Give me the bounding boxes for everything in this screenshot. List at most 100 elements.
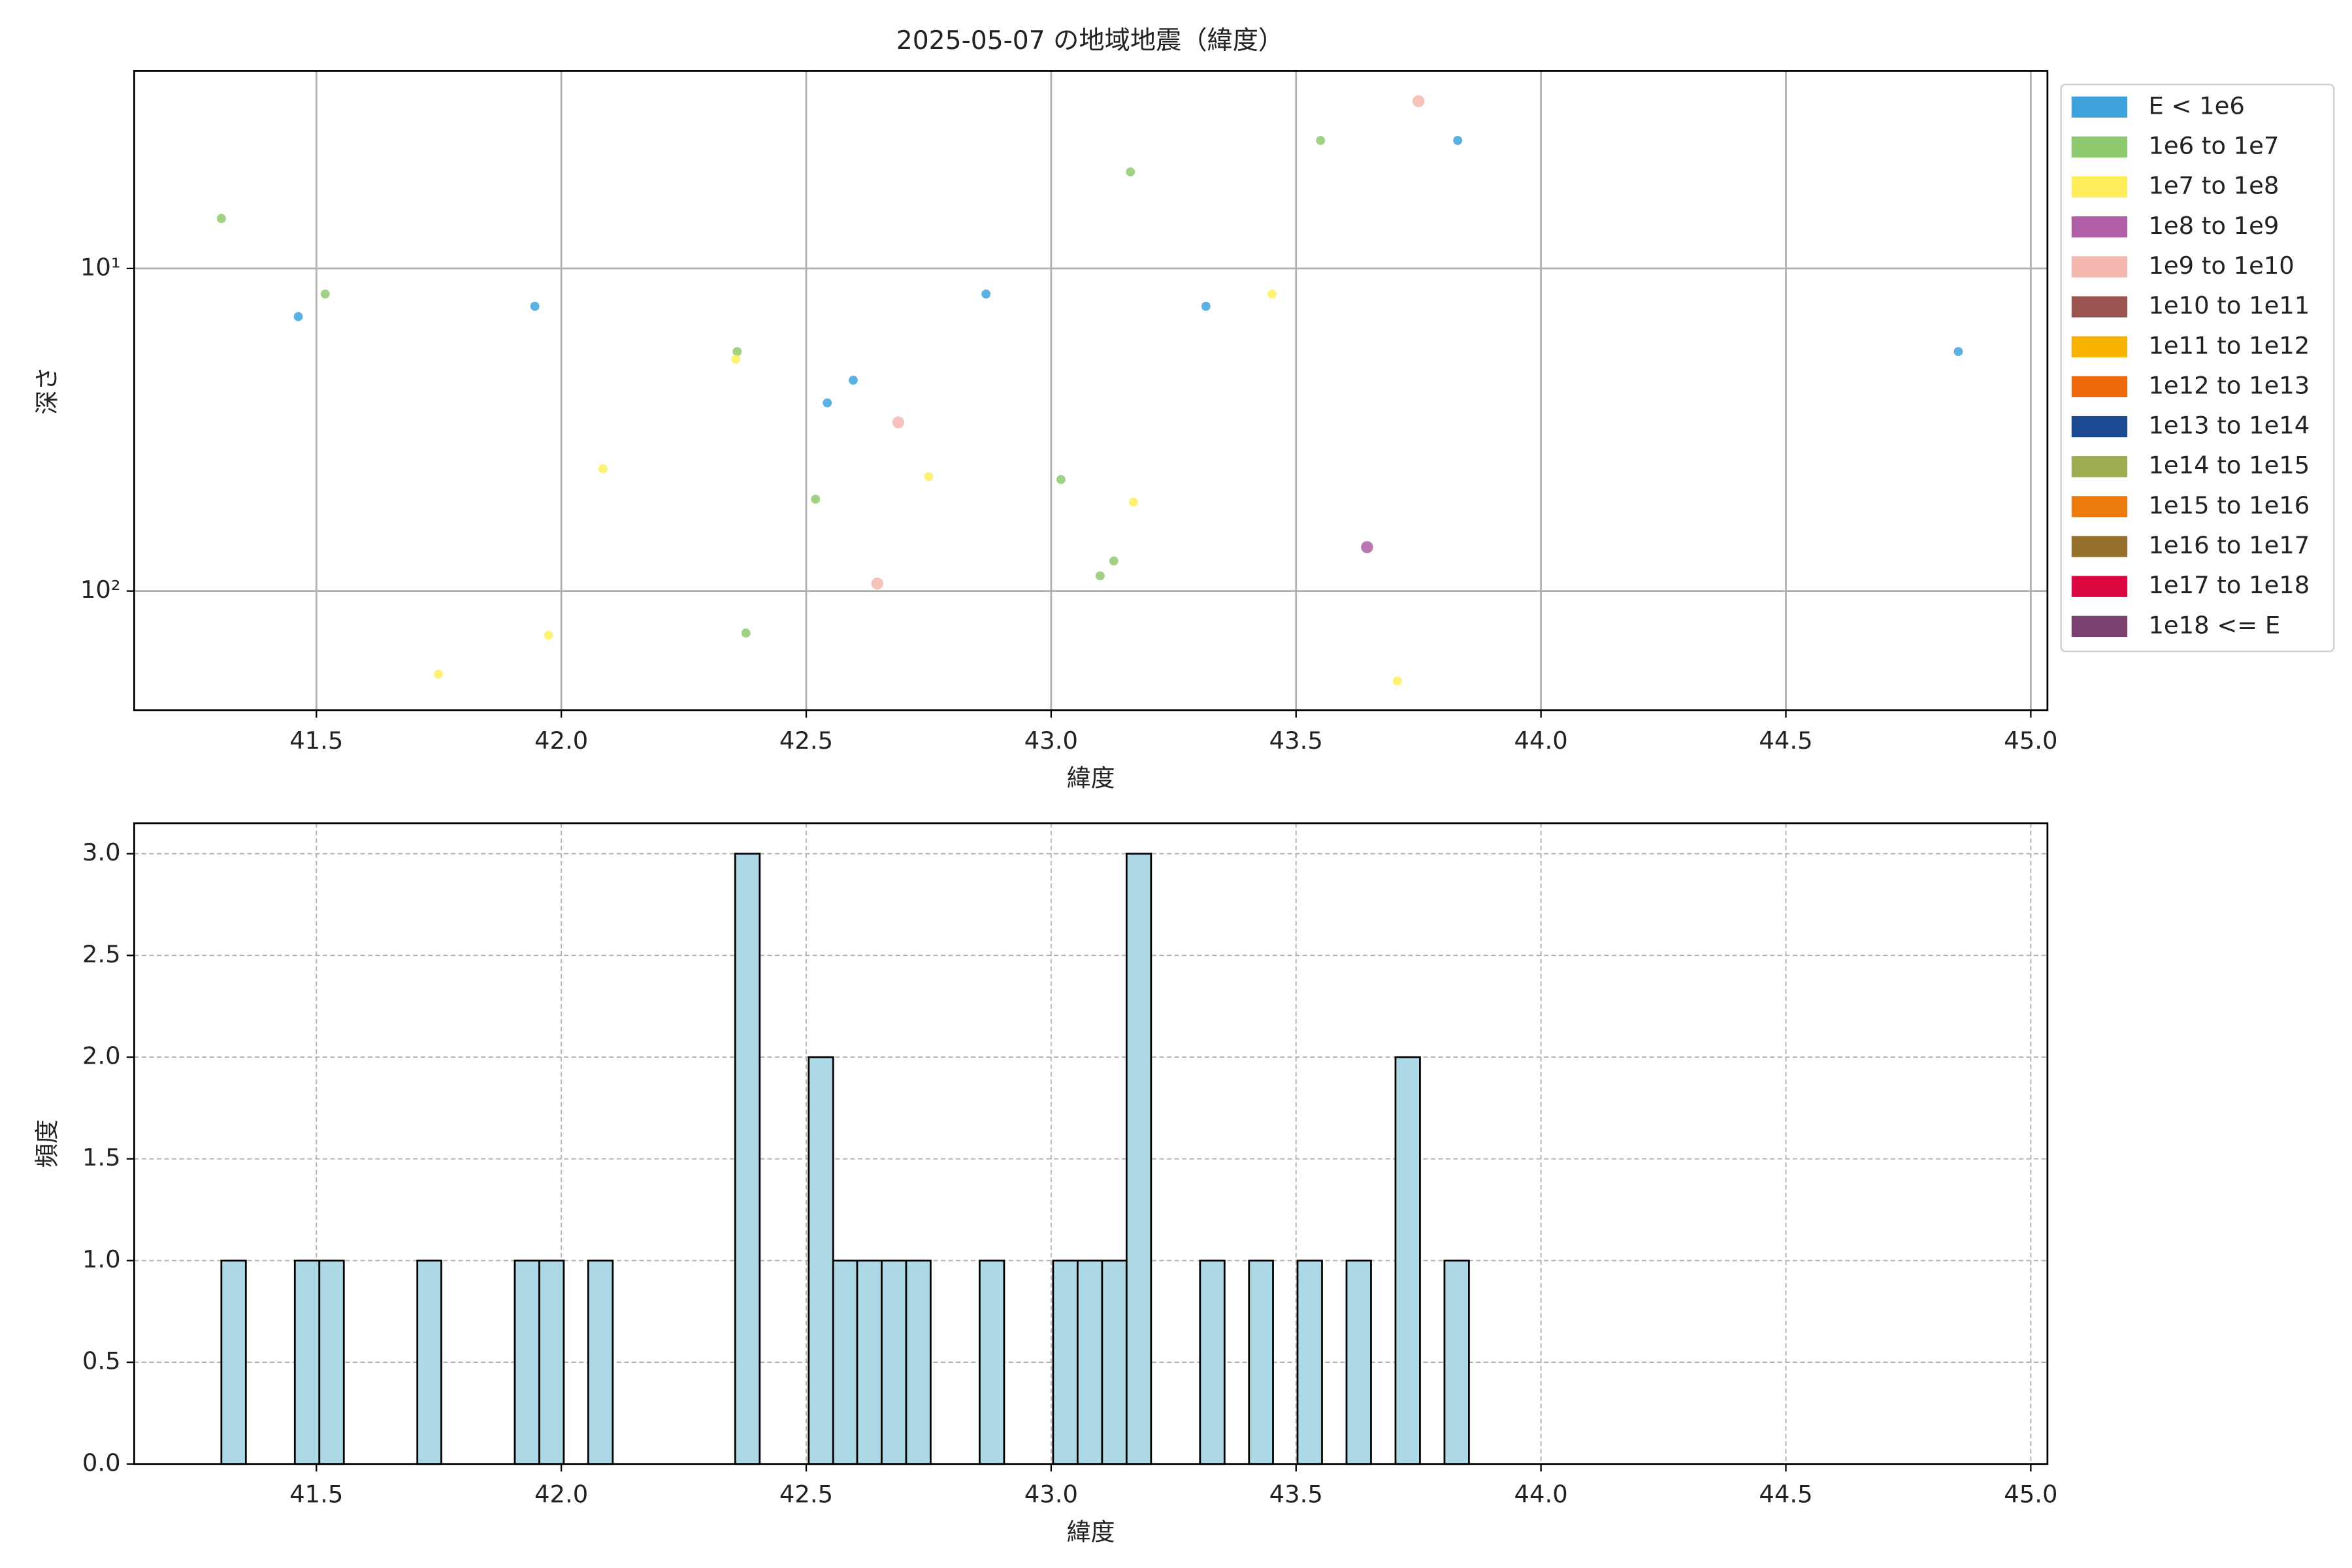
scatter-point bbox=[924, 472, 934, 482]
legend-label: 1e18 <= E bbox=[2148, 611, 2280, 639]
scatter-point bbox=[1109, 556, 1119, 566]
histogram-bar bbox=[1296, 1260, 1323, 1465]
legend-swatch bbox=[2071, 376, 2128, 398]
x-tick-label: 44.0 bbox=[1514, 1480, 1568, 1509]
histogram-bar bbox=[734, 853, 761, 1465]
scatter-point bbox=[1953, 347, 1963, 357]
scatter-point bbox=[598, 464, 608, 474]
legend-swatch bbox=[2071, 296, 2128, 318]
legend-box bbox=[2060, 84, 2335, 653]
y-axis-label: 頻度 bbox=[33, 1119, 61, 1168]
x-tick-label: 44.0 bbox=[1514, 727, 1568, 755]
histogram-bar bbox=[881, 1260, 907, 1465]
legend-swatch bbox=[2071, 136, 2128, 158]
legend-swatch bbox=[2071, 496, 2128, 517]
scatter-point bbox=[741, 629, 751, 638]
histogram-bar bbox=[905, 1260, 932, 1465]
x-tick-label: 41.5 bbox=[289, 727, 343, 755]
legend-label: E < 1e6 bbox=[2148, 91, 2244, 120]
scatter-point bbox=[1361, 541, 1373, 553]
scatter-point bbox=[849, 375, 858, 385]
y-tick-label: 0.0 bbox=[82, 1448, 121, 1477]
legend-label: 1e12 to 1e13 bbox=[2148, 371, 2310, 399]
x-tick-label: 42.0 bbox=[534, 1480, 588, 1509]
x-tick-label: 42.0 bbox=[534, 727, 588, 755]
legend-swatch bbox=[2071, 576, 2128, 597]
legend-swatch bbox=[2071, 615, 2128, 637]
scatter-point bbox=[1126, 167, 1135, 177]
histogram-bar bbox=[1443, 1260, 1470, 1465]
legend-swatch bbox=[2071, 176, 2128, 198]
legend-swatch bbox=[2071, 96, 2128, 118]
x-axis-label: 緯度 bbox=[1067, 764, 1115, 792]
legend-swatch bbox=[2071, 256, 2128, 278]
histogram-bar bbox=[587, 1260, 614, 1465]
legend-label: 1e17 to 1e18 bbox=[2148, 571, 2310, 599]
x-tick-label: 43.0 bbox=[1024, 727, 1078, 755]
histogram-bar bbox=[1345, 1260, 1372, 1465]
scatter-point bbox=[823, 398, 832, 408]
legend-label: 1e9 to 1e10 bbox=[2148, 252, 2294, 280]
histogram-bar bbox=[514, 1260, 540, 1465]
histogram-bar bbox=[538, 1260, 565, 1465]
scatter-point bbox=[1316, 136, 1326, 145]
legend-swatch bbox=[2071, 536, 2128, 557]
plot-frame bbox=[133, 822, 2049, 1465]
plot-frame bbox=[133, 70, 2049, 711]
y-tick-label: 3.0 bbox=[82, 838, 121, 866]
legend-swatch bbox=[2071, 216, 2128, 238]
scatter-point bbox=[811, 495, 821, 504]
scatter-point bbox=[434, 669, 443, 679]
legend-label: 1e13 to 1e14 bbox=[2148, 412, 2310, 440]
x-tick-label: 42.5 bbox=[779, 727, 833, 755]
scatter-point bbox=[320, 289, 330, 299]
scatter-point bbox=[892, 416, 905, 429]
histogram-bar bbox=[1076, 1260, 1103, 1465]
y-tick-label: 10² bbox=[80, 576, 121, 604]
legend-swatch bbox=[2071, 336, 2128, 357]
histogram-bar bbox=[979, 1260, 1005, 1465]
scatter-point bbox=[1393, 676, 1402, 686]
histogram-bar bbox=[1248, 1260, 1274, 1465]
y-axis-label: 深さ bbox=[33, 367, 61, 415]
scatter-point bbox=[293, 312, 303, 321]
y-tick-label: 0.5 bbox=[82, 1347, 121, 1375]
legend-label: 1e11 to 1e12 bbox=[2148, 331, 2310, 359]
legend-label: 1e14 to 1e15 bbox=[2148, 451, 2310, 480]
x-tick-label: 45.0 bbox=[2004, 727, 2057, 755]
histogram-bar bbox=[1125, 853, 1152, 1465]
histogram-bar bbox=[416, 1260, 442, 1465]
x-tick-label: 43.5 bbox=[1269, 727, 1323, 755]
scatter-point bbox=[530, 301, 540, 311]
y-tick-label: 2.0 bbox=[82, 1042, 121, 1070]
x-tick-label: 44.5 bbox=[1759, 727, 1812, 755]
y-tick-label: 1.5 bbox=[82, 1143, 121, 1171]
scatter-point bbox=[731, 354, 740, 364]
x-tick-label: 45.0 bbox=[2004, 1480, 2057, 1509]
y-tick-label: 2.5 bbox=[82, 940, 121, 968]
legend-label: 1e16 to 1e17 bbox=[2148, 531, 2310, 559]
y-tick-label: 1.0 bbox=[82, 1245, 121, 1273]
legend-label: 1e7 to 1e8 bbox=[2148, 172, 2279, 200]
scatter-point bbox=[981, 289, 991, 299]
scatter-point bbox=[1453, 136, 1463, 145]
histogram-bar bbox=[856, 1260, 883, 1465]
scatter-point bbox=[1267, 289, 1277, 299]
x-tick-label: 43.0 bbox=[1024, 1480, 1078, 1509]
histogram-bar bbox=[1101, 1260, 1128, 1465]
scatter-point bbox=[1056, 474, 1066, 484]
legend-label: 1e8 to 1e9 bbox=[2148, 212, 2279, 240]
chart-title: 2025-05-07 の地域地震（緯度） bbox=[896, 26, 1284, 56]
histogram-bar bbox=[832, 1260, 858, 1465]
scatter-point bbox=[871, 577, 883, 590]
scatter-point bbox=[1412, 95, 1425, 108]
x-axis-label: 緯度 bbox=[1067, 1518, 1115, 1546]
x-tick-label: 44.5 bbox=[1759, 1480, 1812, 1509]
scatter-point bbox=[1095, 571, 1105, 581]
histogram-bar bbox=[318, 1260, 345, 1465]
scatter-point bbox=[1201, 301, 1211, 311]
legend-swatch bbox=[2071, 416, 2128, 438]
